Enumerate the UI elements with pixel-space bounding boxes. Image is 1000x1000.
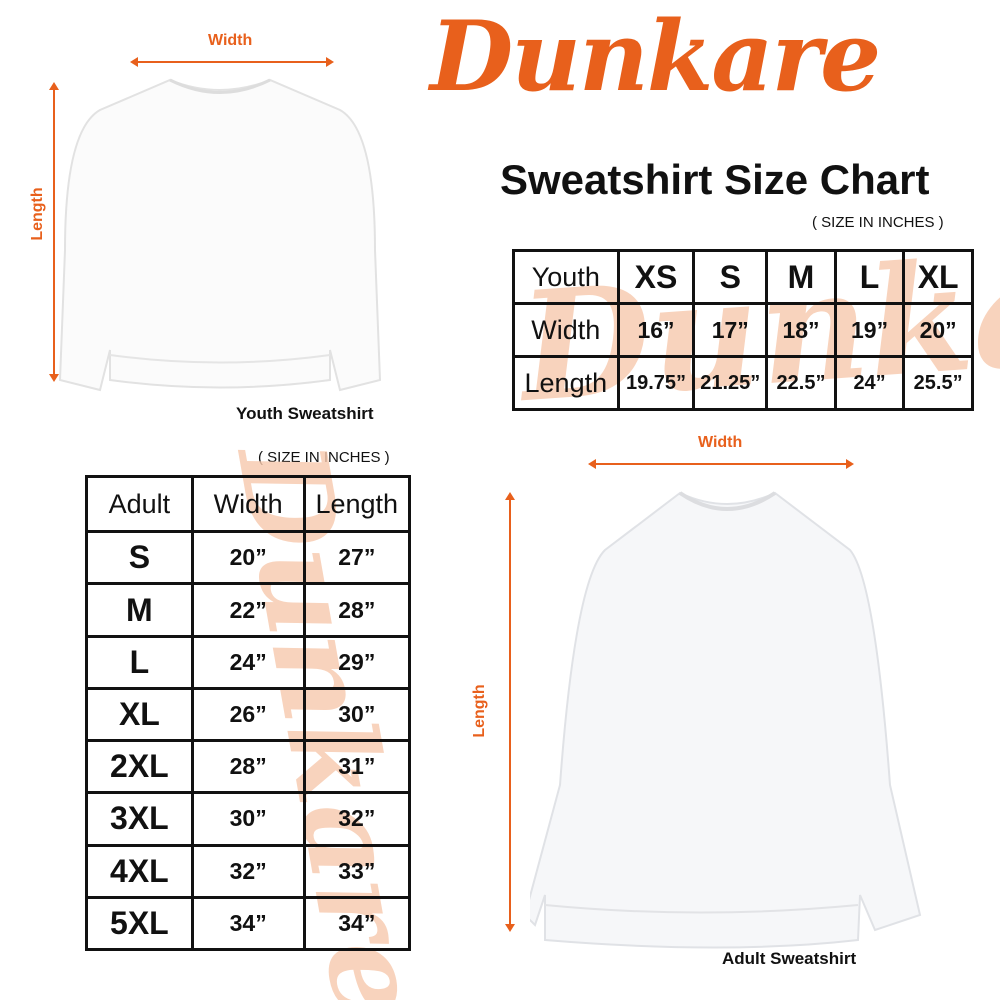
length-cell: 30”	[302, 686, 412, 743]
adult-width-arrow	[588, 459, 854, 469]
adult-size-note: ( SIZE IN INCHES )	[258, 449, 390, 466]
youth-header-row: Youth XS S M L XL	[512, 249, 974, 305]
youth-size-xl: XL	[902, 249, 974, 305]
youth-size-note: ( SIZE IN INCHES )	[812, 214, 944, 231]
youth-size-s: S	[692, 249, 769, 305]
adult-size-table: Adult Width Length S 20” 27” M 22” 28” L 24” 2…	[85, 474, 412, 952]
youth-length-label: Length	[29, 187, 46, 241]
cell: 24”	[833, 355, 906, 411]
brand-logo: Dunkare	[430, 0, 881, 113]
youth-length-arrow	[49, 82, 59, 382]
youth-width-arrow	[130, 57, 334, 67]
table-row: 4XL 32” 33”	[85, 843, 412, 899]
length-cell: 32”	[302, 791, 412, 847]
length-cell: 33”	[302, 843, 412, 899]
cell: 21.25”	[692, 355, 769, 411]
adult-length-label: Length	[471, 684, 488, 738]
width-cell: 26”	[190, 686, 306, 743]
width-cell: 28”	[190, 739, 306, 795]
table-row: 3XL 30” 32”	[85, 791, 412, 847]
cell: 22.5”	[765, 355, 837, 411]
youth-width-label: Width	[208, 32, 253, 49]
size-label: XL	[85, 686, 194, 743]
width-cell: 20”	[190, 530, 306, 586]
size-label: S	[85, 530, 194, 586]
adult-width-label: Width	[698, 434, 743, 451]
size-label: 2XL	[85, 739, 194, 795]
width-cell: 34”	[190, 895, 306, 952]
size-label: M	[85, 582, 194, 638]
adult-header-width: Width	[190, 474, 306, 534]
row-label: Width	[512, 302, 620, 358]
width-cell: 30”	[190, 791, 306, 847]
cell: 19.75”	[616, 355, 696, 411]
adult-caption: Adult Sweatshirt	[722, 949, 857, 968]
size-label: 4XL	[85, 843, 194, 899]
page-title: Sweatshirt Size Chart	[500, 156, 930, 203]
adult-sweatshirt-image	[530, 491, 922, 949]
size-label: L	[85, 634, 194, 690]
youth-header-label: Youth	[512, 249, 620, 305]
cell: 25.5”	[902, 355, 974, 411]
youth-size-l: L	[833, 249, 906, 305]
table-row: 5XL 34” 34”	[85, 895, 412, 952]
cell: 17”	[692, 302, 769, 358]
row-label: Length	[512, 355, 620, 411]
table-row: S 20” 27”	[85, 530, 412, 586]
cell: 18”	[765, 302, 837, 358]
width-cell: 22”	[190, 582, 306, 638]
adult-header-row: Adult Width Length	[85, 474, 412, 534]
youth-caption: Youth Sweatshirt	[236, 404, 374, 423]
length-cell: 28”	[302, 582, 412, 638]
length-cell: 31”	[302, 739, 412, 795]
youth-sweatshirt-image	[58, 78, 382, 392]
length-cell: 27”	[302, 530, 412, 586]
adult-header-length: Length	[302, 474, 412, 534]
cell: 19”	[833, 302, 906, 358]
size-label: 5XL	[85, 895, 194, 952]
youth-size-m: M	[765, 249, 837, 305]
table-row: L 24” 29”	[85, 634, 412, 690]
adult-header-label: Adult	[85, 474, 194, 534]
adult-length-arrow	[505, 492, 515, 932]
table-row: M 22” 28”	[85, 582, 412, 638]
length-cell: 29”	[302, 634, 412, 690]
table-row: 2XL 28” 31”	[85, 739, 412, 795]
cell: 20”	[902, 302, 974, 358]
youth-width-row: Width 16” 17” 18” 19” 20”	[512, 302, 974, 358]
youth-size-table: Youth XS S M L XL Width 16” 17” 18” 19” …	[512, 249, 974, 411]
youth-size-xs: XS	[616, 249, 696, 305]
cell: 16”	[616, 302, 696, 358]
length-cell: 34”	[302, 895, 412, 952]
width-cell: 24”	[190, 634, 306, 690]
width-cell: 32”	[190, 843, 306, 899]
table-row: XL 26” 30”	[85, 686, 412, 743]
size-label: 3XL	[85, 791, 194, 847]
youth-length-row: Length 19.75” 21.25” 22.5” 24” 25.5”	[512, 355, 974, 411]
